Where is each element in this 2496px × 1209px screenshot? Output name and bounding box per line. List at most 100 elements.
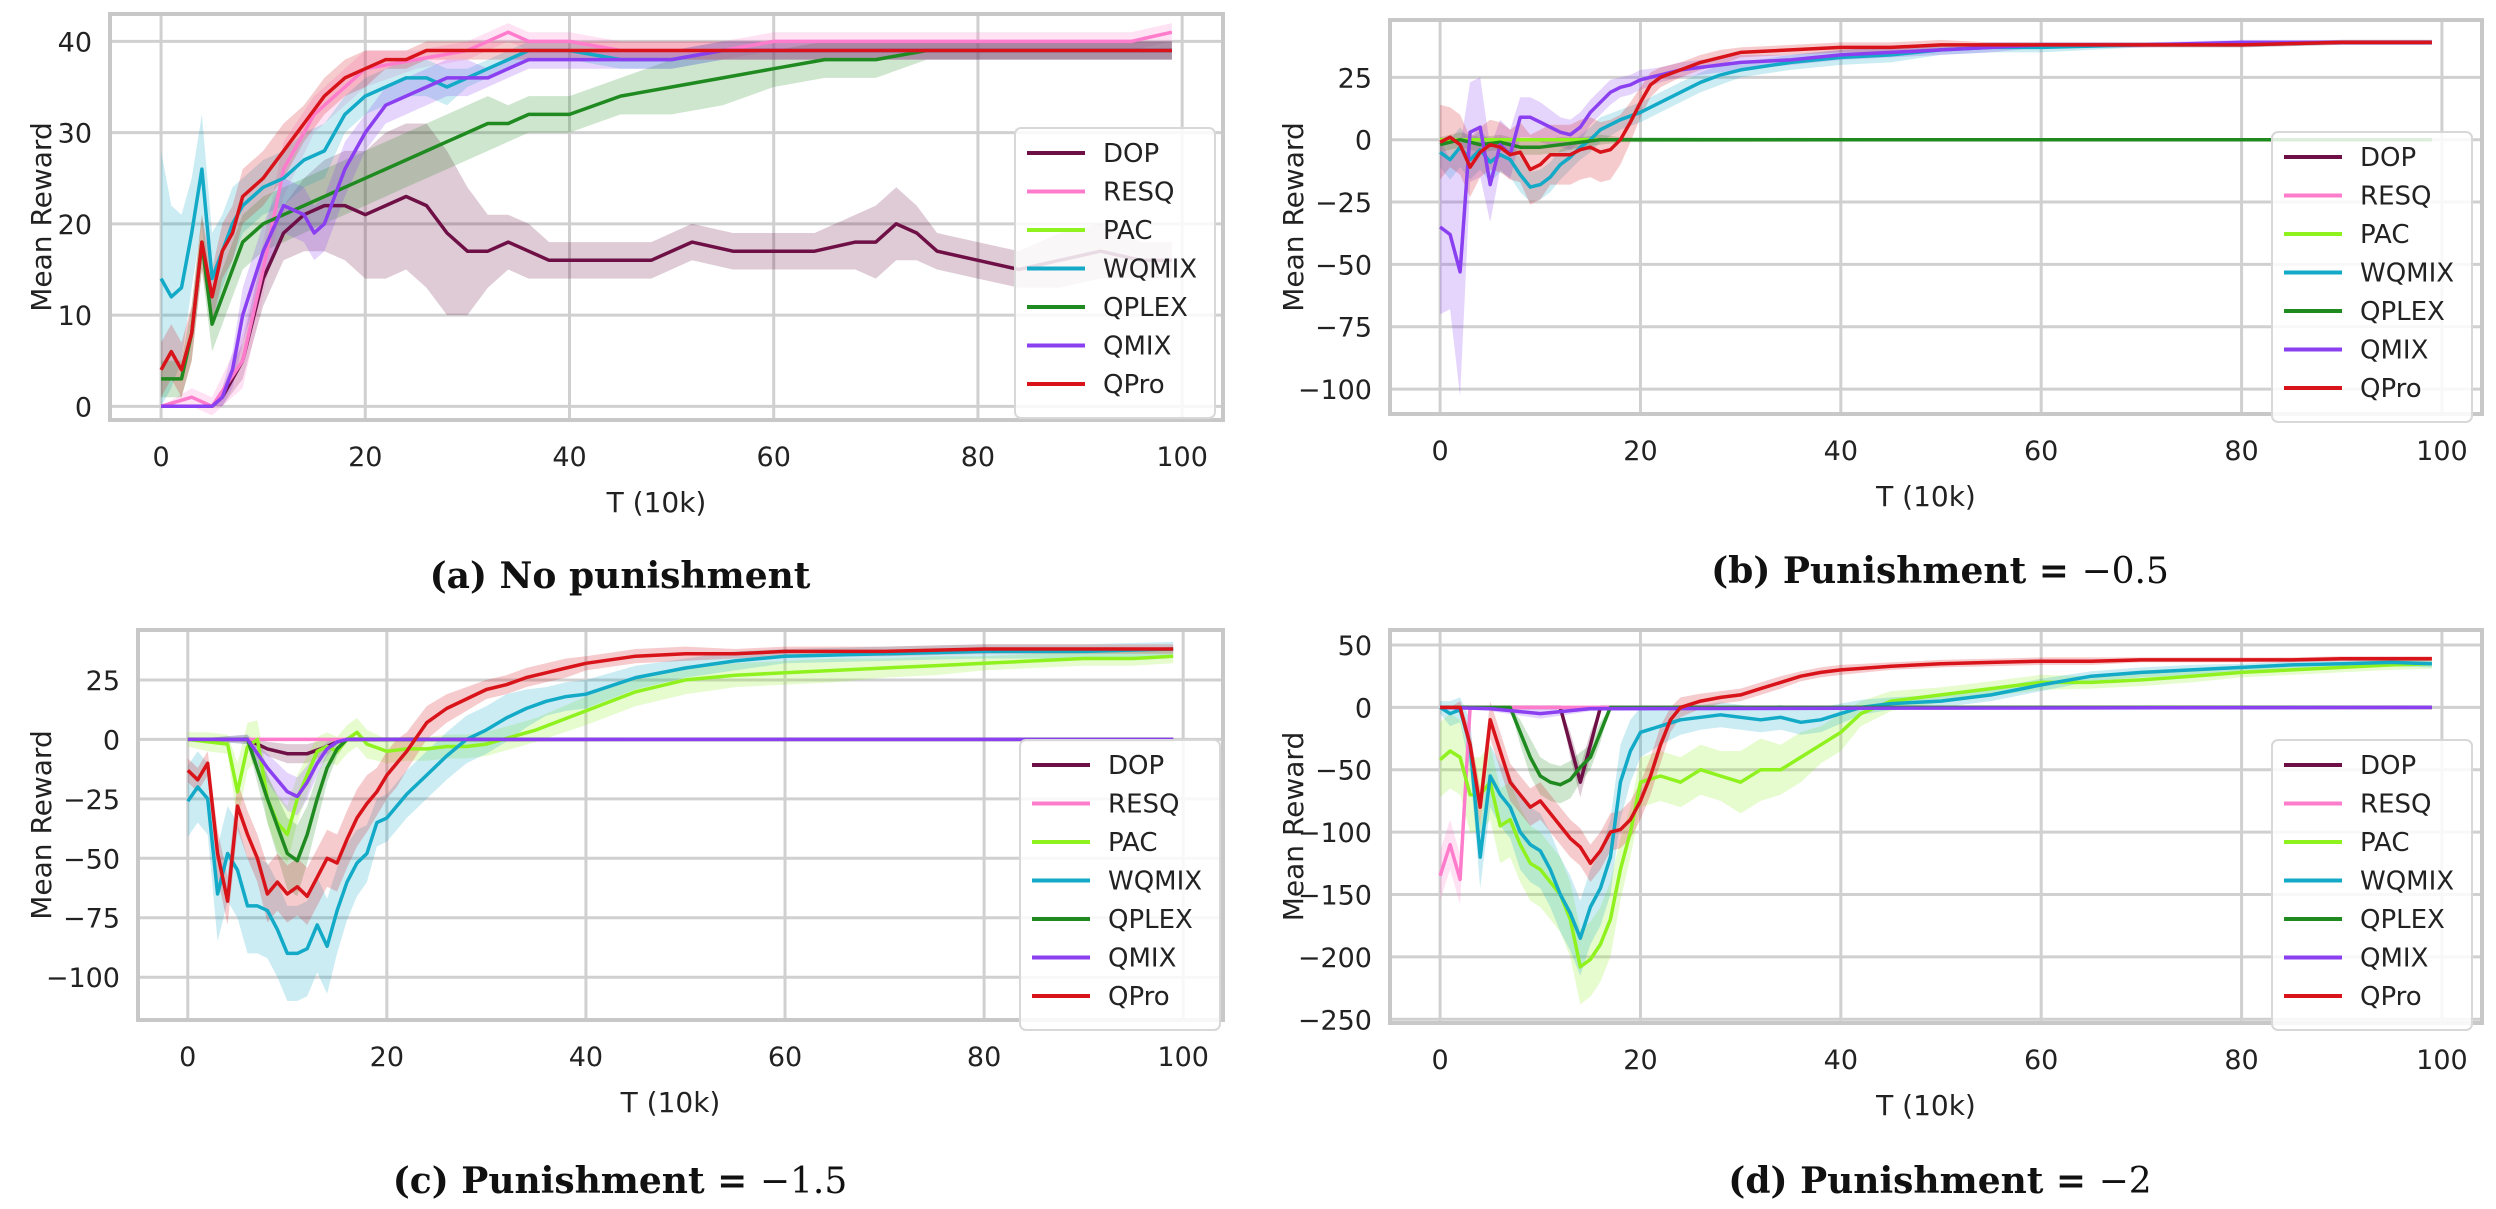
plot-frame [1388,628,2484,1025]
legend-label-wqmix: WQMIX [1108,867,1202,897]
y-tick-label: 30 [58,119,92,150]
y-tick-label: −25 [1315,188,1372,219]
band-qmix [187,734,1174,816]
x-tick-label: 60 [2024,1045,2058,1076]
y-axis-label: Mean Reward [25,122,58,311]
legend-label-dop: DOP [1103,139,1159,169]
plot-frame [108,12,1225,422]
legend-label-dop: DOP [2360,751,2416,781]
legend-label-qmix: QMIX [2360,944,2428,974]
line-qplex [1440,705,2432,787]
x-tick-label: 0 [1431,436,1448,467]
x-tick-label: 20 [1623,1045,1657,1076]
caption-b-value: −0.5 [2081,551,2169,592]
panel-a: 0 20 40 60 80 100 0 10 20 30 40 T (10k) Mean Reward D… [25,12,1225,519]
panel-b: 0 20 40 60 80 100 −100 −75 −50 −25 0 25 T (10k) Mean … [1277,18,2484,513]
y-tick-label: −50 [1315,756,1372,787]
y-tick-label: 50 [1338,631,1372,662]
x-tick-label: 60 [757,442,791,473]
y-tick-label: −100 [1298,818,1372,849]
legend-label-dop: DOP [2360,143,2416,173]
x-tick-label: 0 [1431,1045,1448,1076]
plot-frame [1388,18,2484,416]
caption-d-value: −2 [2098,1161,2152,1202]
caption-d: (d) Punishment = −2 [1530,1160,2350,1202]
caption-d-prefix: (d) [1728,1160,1801,1202]
y-tick-label: 0 [75,392,92,423]
x-tick-label: 20 [348,442,382,473]
line-qmix [187,737,1174,799]
series-group [186,641,1174,1001]
x-tick-label: 100 [2416,1045,2468,1076]
band-dop [161,123,1172,407]
y-tick-label: 0 [1355,693,1372,724]
x-tick-label: 80 [2224,1045,2258,1076]
y-tick-label: −200 [1298,943,1372,974]
line-dop [161,194,1172,409]
y-tick-label: −75 [1315,313,1372,344]
band-wqmix [187,641,1174,1001]
x-tick-label: 0 [179,1042,196,1073]
legend-label-qmix: QMIX [2360,336,2428,366]
x-tick-label: 100 [1157,1042,1209,1073]
y-tick-label: −75 [63,904,120,935]
caption-b-text: Punishment = [1782,550,2082,592]
legend-label-pac: PAC [2360,828,2410,858]
legend-label-pac: PAC [1108,828,1158,858]
caption-c-text: Punishment = [461,1160,760,1202]
legend-label-qmix: QMIX [1108,944,1176,974]
y-tick-label: 20 [58,210,92,241]
band-qpro [187,644,1174,925]
legend-label-qpro: QPro [2360,982,2422,1012]
caption-d-text: Punishment = [1800,1160,2099,1202]
panel-d: 0 20 40 60 80 100 −250 −200 −150 −100 −50 0 50 T (10k… [1277,628,2484,1122]
legend-label-wqmix: WQMIX [2360,867,2454,897]
y-tick-label: −150 [1298,880,1372,911]
y-tick-label: 40 [58,27,92,58]
legend-label-dop: DOP [1108,751,1164,781]
legend-label-wqmix: WQMIX [1103,255,1197,285]
band-qpro [1440,39,2432,205]
line-pac [1438,661,2432,969]
series-group [1438,656,2432,1005]
y-tick-label: 0 [1355,126,1372,157]
legend-label-qplex: QPLEX [2360,297,2445,327]
legend: DOP RESQ PAC WQMIX QPLEX QMIX QPro [2271,739,2473,1031]
x-axis-label: T (10k) [1875,480,1976,513]
x-axis-label: T (10k) [606,486,707,519]
line-qpro [186,647,1174,903]
y-tick-label: −250 [1298,1005,1372,1036]
y-axis-label: Mean Reward [1277,732,1310,921]
legend-label-qplex: QPLEX [1108,905,1193,935]
legend-label-resq: RESQ [2360,182,2431,212]
legend-label-pac: PAC [2360,220,2410,250]
caption-c-value: −1.5 [759,1161,848,1202]
line-resq [160,30,1173,409]
legend-label-qpro: QPro [1108,982,1170,1012]
line-qmix [1439,40,2432,274]
line-qplex [161,48,1172,381]
x-tick-label: 100 [2416,436,2468,467]
line-qplex [187,737,1174,863]
plot-frame [136,628,1225,1022]
legend-label-qpro: QPro [2360,374,2422,404]
legend-label-wqmix: WQMIX [2360,259,2454,289]
x-tick-label: 80 [961,442,995,473]
legend: DOP RESQ PAC WQMIX QPLEX QMIX QPro [2271,131,2473,423]
band-dop [187,737,1174,764]
band-wqmix [1440,39,2432,203]
x-tick-label: 0 [152,442,169,473]
legend: DOP RESQ PAC WQMIX QPLEX QMIX QPro [1019,739,1221,1031]
y-axis-label: Mean Reward [25,730,58,919]
y-tick-label: −50 [63,844,120,875]
legend-label-qmix: QMIX [1103,332,1171,362]
y-tick-label: −100 [1298,375,1372,406]
y-tick-label: 10 [58,301,92,332]
caption-a-text: No punishment [499,555,811,597]
line-qplex [1439,137,2432,149]
x-tick-label: 80 [2224,436,2258,467]
line-qpro [1439,40,2432,172]
legend-label-pac: PAC [1103,216,1153,246]
x-tick-label: 40 [1824,436,1858,467]
band-pac [187,649,1174,863]
